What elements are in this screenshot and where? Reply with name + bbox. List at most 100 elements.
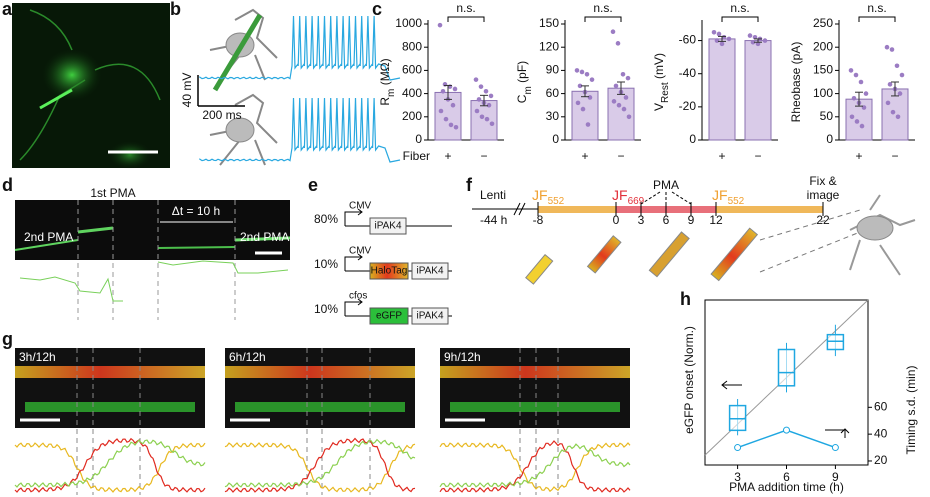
y-tick-label: 250	[813, 16, 833, 30]
annotation: n.s.	[730, 1, 749, 15]
gene-label: eGFP	[376, 311, 402, 322]
label: JF	[712, 187, 728, 203]
trace	[14, 442, 206, 493]
data-point	[585, 122, 591, 127]
image-label: 3h/12h	[19, 350, 56, 364]
data-point	[486, 102, 492, 108]
data-point	[625, 75, 631, 81]
trace	[14, 437, 206, 493]
trace	[439, 443, 631, 488]
data-point	[854, 119, 860, 124]
data-point	[884, 44, 890, 50]
gene-label: iPAK4	[416, 311, 443, 322]
red-channel	[225, 366, 415, 378]
x-axis-label: PMA addition time (h)	[729, 480, 844, 494]
annotation: 1st PMA	[90, 186, 135, 200]
bar	[607, 87, 635, 141]
fraction: 10%	[314, 257, 338, 271]
promoter: CMV	[349, 246, 372, 257]
x-tick-label: +	[444, 149, 451, 163]
data-point	[611, 99, 617, 104]
panel-label: e	[308, 175, 318, 195]
axis-label: R	[378, 97, 392, 106]
axis-label: Rm (MΩ)	[378, 58, 397, 105]
label: 552	[548, 196, 565, 207]
data-point	[484, 116, 490, 122]
data-point	[474, 108, 480, 114]
label: 12	[709, 213, 723, 227]
panel-label: g	[2, 329, 13, 349]
data-point	[897, 91, 903, 96]
trace	[439, 440, 631, 493]
data-point	[899, 72, 905, 78]
data-point	[716, 31, 722, 37]
y-tick-label: -60	[679, 33, 697, 47]
data-point	[579, 69, 585, 75]
data-point	[762, 38, 768, 43]
gene-label: iPAK4	[374, 221, 401, 232]
data-point	[476, 97, 482, 102]
data-point	[849, 114, 855, 120]
data-point	[894, 63, 900, 69]
data-point	[620, 71, 626, 77]
label: JF	[532, 187, 548, 203]
label: -44 h	[480, 213, 507, 227]
label: 9	[688, 213, 695, 227]
y-tick-label: 150	[539, 16, 559, 30]
y-tick-label: 0	[415, 132, 422, 146]
scale-label: 40 mV	[180, 73, 194, 108]
y2-tick-label: 20	[874, 453, 888, 467]
panel-label: h	[680, 289, 691, 309]
y-tick-label: 90	[546, 63, 560, 77]
image-label: 9h/12h	[444, 350, 481, 364]
data-point	[750, 39, 756, 45]
data-point	[589, 77, 595, 82]
panel-d: 2nd PMA 1st PMA Δt = 10 h 2nd PMA	[14, 186, 291, 320]
green-channel	[450, 402, 620, 412]
label: 6	[663, 213, 670, 227]
data-point	[574, 68, 580, 73]
data-point	[853, 72, 859, 78]
green-channel	[235, 402, 405, 412]
red-channel	[440, 366, 630, 378]
data-point	[587, 95, 593, 100]
trace	[199, 15, 401, 81]
significance-bracket	[721, 16, 759, 22]
fraction: 10%	[314, 302, 338, 316]
gene-box	[411, 307, 449, 325]
annotation: 2nd PMA	[24, 230, 73, 244]
axis-label: Rheobase (pA)	[789, 42, 803, 123]
x-tick-label: −	[480, 149, 487, 163]
y-axis-label: eGFP onset (Norm.)	[682, 326, 696, 434]
y-tick-label: 600	[402, 63, 422, 77]
bar	[571, 90, 599, 141]
marker	[831, 444, 839, 452]
label: 669	[628, 196, 645, 207]
label: image	[807, 188, 840, 202]
y-tick-label: 1000	[395, 16, 422, 30]
data-point	[887, 82, 893, 87]
annotation: n.s.	[456, 1, 475, 15]
data-point	[473, 77, 479, 82]
y-tick-label: 60	[546, 86, 560, 100]
label: Fix &	[809, 174, 836, 188]
gene-box	[369, 307, 409, 325]
axis-label: (MΩ)	[378, 58, 392, 88]
axis-label: VRest (mV)	[652, 53, 671, 111]
bar	[881, 88, 909, 141]
trace	[224, 438, 416, 488]
box	[728, 404, 747, 432]
data-point	[621, 106, 627, 112]
data-point	[851, 95, 857, 101]
data-point	[610, 29, 616, 35]
trace	[439, 442, 631, 493]
image-label: 6h/12h	[229, 350, 266, 364]
label: 552	[728, 196, 745, 207]
y-tick-label: 0	[826, 132, 833, 146]
data-point	[626, 114, 632, 120]
data-point	[438, 108, 444, 114]
gene-box	[369, 217, 407, 235]
y2-tick-label: 60	[874, 399, 888, 413]
fraction: 80%	[314, 212, 338, 226]
